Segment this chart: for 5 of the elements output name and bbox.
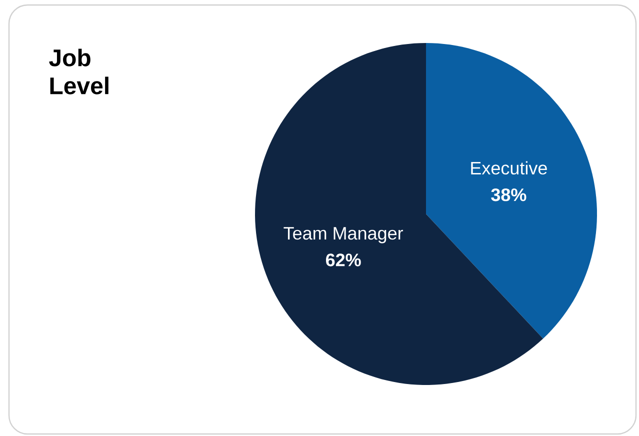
- slice-label: Team Manager: [284, 227, 404, 244]
- slice-label: Executive: [471, 161, 547, 175]
- text: Job Level: [49, 48, 108, 94]
- data-label: 38%: [491, 188, 526, 202]
- data-label: 62%: [326, 254, 361, 266]
